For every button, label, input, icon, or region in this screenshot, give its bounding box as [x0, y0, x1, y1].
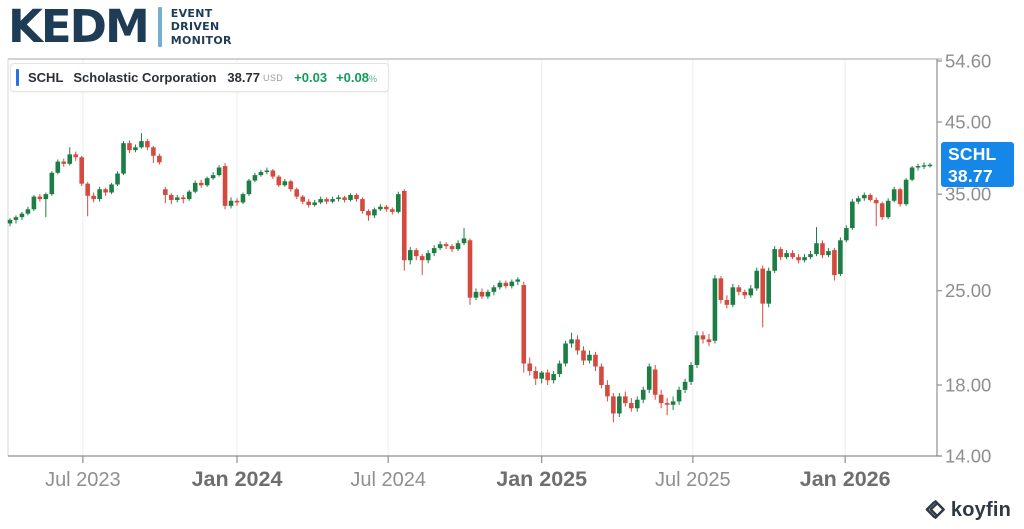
logo-tagline: EVENT DRIVEN MONITOR: [171, 7, 232, 48]
svg-text:14.00: 14.00: [945, 446, 991, 467]
legend-currency: USD: [262, 72, 284, 83]
tagline-line-1: EVENT: [170, 6, 213, 20]
y-axis: 54.60 45.00 35.00 25.00 18.00 14.00: [937, 51, 991, 467]
svg-text:45.00: 45.00: [945, 112, 991, 133]
svg-text:Jul 2025: Jul 2025: [655, 469, 731, 491]
kedm-wordmark: KEDM: [8, 0, 150, 53]
svg-text:35.00: 35.00: [945, 184, 991, 205]
percent-sign: %: [368, 74, 377, 84]
svg-text:Jul 2023: Jul 2023: [45, 469, 121, 491]
legend-change: +0.03: [294, 70, 328, 85]
svg-text:54.60: 54.60: [945, 51, 991, 72]
legend-ticker: SCHL: [28, 70, 64, 85]
svg-text:Jan 2025: Jan 2025: [496, 467, 587, 491]
ticker-legend: SCHL Scholastic Corporation 38.77 USD +0…: [10, 63, 389, 92]
svg-text:Jan 2026: Jan 2026: [800, 467, 891, 491]
svg-text:18.00: 18.00: [945, 375, 991, 396]
logo-divider: [157, 7, 162, 47]
svg-text:25.00: 25.00: [945, 280, 991, 301]
legend-change-percent: +0.08%: [336, 70, 377, 85]
koyfin-wordmark: koyfin: [950, 499, 1011, 521]
price-tag-price: 38.77: [948, 165, 993, 186]
svg-text:Jul 2024: Jul 2024: [350, 469, 426, 491]
tagline-line-3: MONITOR: [170, 33, 232, 47]
koyfin-icon: [925, 500, 945, 519]
koyfin-logo: koyfin: [925, 499, 1011, 522]
svg-text:Jan 2024: Jan 2024: [192, 467, 283, 491]
gridlines: [82, 59, 846, 456]
kedm-logo: KEDM EVENT DRIVEN MONITOR: [8, 3, 232, 51]
legend-accent-bar: [16, 69, 19, 86]
plot-border: [7, 58, 942, 457]
legend-price: 38.77: [227, 70, 260, 85]
legend-company-name: Scholastic Corporation: [73, 70, 217, 85]
x-axis: Jul 2023 Jan 2024 Jul 2024 Jan 2025 Jul 2025…: [45, 456, 891, 491]
tagline-line-2: DRIVEN: [170, 20, 220, 34]
candles: [7, 133, 933, 423]
price-tag-ticker: SCHL: [948, 143, 997, 164]
last-price-tag: SCHL 38.77: [941, 142, 1014, 187]
